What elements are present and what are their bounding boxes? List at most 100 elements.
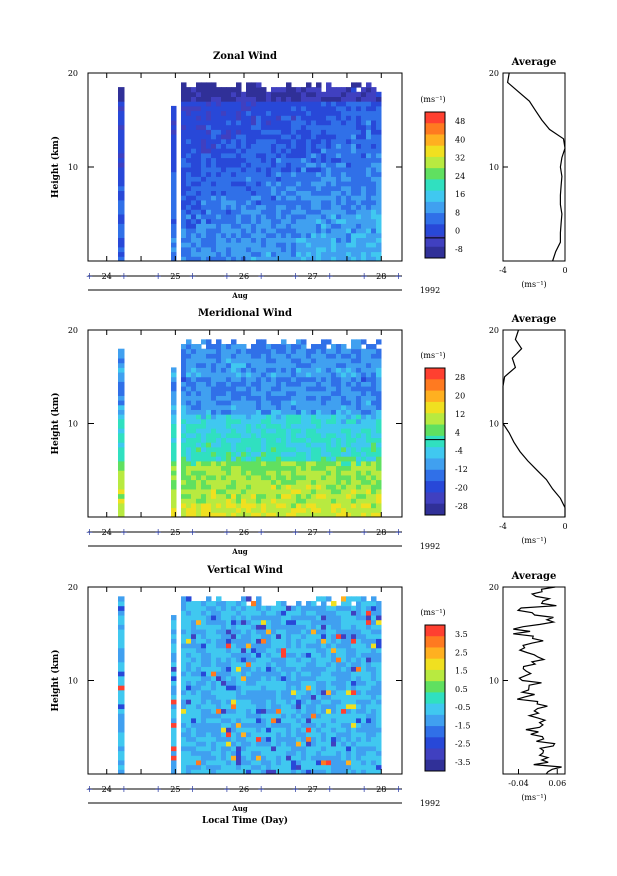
heatmap-cell	[118, 488, 125, 495]
heatmap-cell	[181, 115, 187, 121]
heatmap-cell	[316, 414, 322, 420]
heatmap-cell	[326, 386, 332, 392]
heatmap-cell	[256, 727, 262, 733]
heatmap-cell	[196, 218, 202, 224]
heatmap-cell	[216, 353, 222, 359]
heatmap-cell	[236, 362, 242, 368]
heatmap-cell	[271, 432, 277, 439]
heatmap-cell	[191, 474, 197, 481]
heatmap-cell	[346, 362, 352, 368]
heatmap-cell	[291, 87, 297, 93]
heatmap-cell	[181, 414, 187, 420]
heatmap-cell	[336, 386, 342, 392]
heatmap-cell	[316, 465, 322, 471]
heatmap-cell	[291, 460, 297, 467]
heatmap-cell	[296, 381, 302, 387]
heatmap-cell	[296, 223, 302, 229]
heatmap-cell	[371, 512, 377, 518]
heatmap-cell	[311, 652, 317, 658]
time-axis-marker: +	[395, 272, 403, 282]
heatmap-cell	[321, 479, 327, 485]
heatmap-cell	[331, 717, 337, 724]
heatmap-cell	[286, 181, 292, 187]
time-axis-marker: +	[257, 785, 265, 795]
heatmap-cell	[216, 237, 222, 243]
heatmap-cell	[281, 708, 287, 714]
heatmap-cell	[371, 167, 377, 173]
heatmap-cell	[211, 731, 217, 738]
heatmap-cell	[211, 223, 217, 229]
heatmap-cell	[186, 124, 192, 130]
heatmap-cell	[281, 624, 287, 630]
heatmap-cell	[216, 601, 222, 607]
heatmap-cell	[271, 470, 277, 476]
heatmap-cell	[321, 372, 327, 378]
heatmap-cell	[366, 242, 372, 248]
heatmap-cell	[231, 694, 237, 700]
heatmap-cell	[331, 610, 337, 616]
heatmap-cell	[186, 512, 192, 518]
heatmap-cell	[346, 162, 352, 168]
heatmap-cell	[336, 214, 342, 220]
heatmap-cell	[266, 157, 272, 163]
heatmap-cell	[246, 404, 252, 410]
heatmap-cell	[271, 195, 277, 201]
heatmap-cell	[256, 680, 262, 686]
heatmap-cell	[306, 101, 312, 107]
heatmap-cell	[361, 727, 367, 733]
heatmap-cell	[336, 694, 342, 700]
heatmap-cell	[241, 390, 247, 396]
heatmap-cell	[191, 493, 197, 499]
heatmap-cell	[271, 232, 277, 238]
heatmap-cell	[371, 755, 377, 761]
time-axis-marker: +	[326, 272, 334, 282]
heatmap-cell	[246, 666, 252, 672]
heatmap-cell	[251, 652, 257, 658]
heatmap-cell	[316, 242, 322, 248]
heatmap-cell	[221, 390, 227, 396]
heatmap-cell	[118, 171, 125, 177]
heatmap-cell	[261, 162, 267, 168]
heatmap-cell	[296, 110, 302, 116]
heatmap-cell	[171, 185, 177, 191]
heatmap-cell	[366, 372, 372, 378]
heatmap-cell	[241, 437, 247, 443]
heatmap-cell	[291, 502, 297, 509]
colorbar-tick-label: 0.5	[455, 685, 468, 694]
heatmap-cell	[216, 652, 222, 658]
heatmap-cell	[311, 162, 317, 168]
heatmap-cell	[316, 171, 322, 177]
heatmap-cell	[301, 232, 307, 238]
x-tick-label: 25	[170, 785, 180, 794]
heatmap-cell	[326, 615, 332, 621]
heatmap-cell	[236, 195, 242, 201]
heatmap-cell	[346, 671, 352, 677]
heatmap-cell	[351, 167, 357, 173]
heatmap-cell	[281, 488, 287, 495]
heatmap-cell	[336, 629, 342, 635]
heatmap-cell	[201, 251, 207, 257]
heatmap-cell	[171, 143, 177, 149]
heatmap-cell	[371, 615, 377, 621]
heatmap-cell	[196, 484, 202, 490]
heatmap-cell	[286, 376, 292, 382]
heatmap-cell	[351, 769, 357, 775]
heatmap-cell	[201, 87, 207, 93]
heatmap-cell	[181, 488, 187, 495]
heatmap-cell	[231, 624, 237, 630]
heatmap-cell	[201, 143, 207, 149]
heatmap-cell	[336, 185, 342, 191]
heatmap-cell	[321, 428, 327, 434]
heatmap-cell	[241, 675, 247, 681]
heatmap-cell	[366, 442, 372, 448]
heatmap-cell	[316, 404, 322, 410]
heatmap-cell	[356, 470, 362, 476]
heatmap-cell	[276, 605, 282, 611]
heatmap-cell	[186, 242, 192, 248]
heatmap-cell	[196, 638, 202, 644]
heatmap-cell	[236, 601, 242, 607]
heatmap-cell	[211, 120, 217, 126]
heatmap-cell	[316, 162, 322, 168]
heatmap-cell	[211, 418, 217, 424]
heatmap-cell	[201, 493, 207, 499]
